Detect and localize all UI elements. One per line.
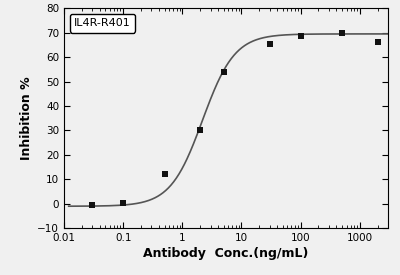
Y-axis label: Inhibition %: Inhibition % [20, 76, 33, 160]
X-axis label: Antibody  Conc.(ng/mL): Antibody Conc.(ng/mL) [143, 247, 309, 260]
Legend: IL4R-R401: IL4R-R401 [70, 14, 135, 33]
